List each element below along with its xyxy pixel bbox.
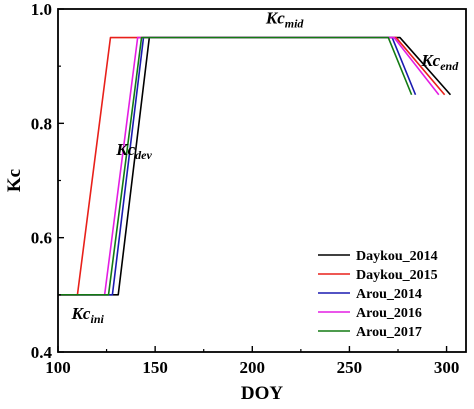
legend-label-5: Arou_2017 (356, 325, 422, 340)
x-tick-label: 100 (45, 358, 71, 377)
y-tick-label: 0.6 (31, 229, 52, 248)
annotation-kc-ini: Kcini (71, 304, 105, 326)
y-tick-label: 0.4 (31, 343, 53, 362)
annotation-kc-mid: Kcmid (265, 8, 305, 30)
x-tick-label: 150 (142, 358, 168, 377)
legend-label-2: Daykou_2015 (356, 268, 438, 283)
series-layer (58, 36, 452, 296)
legend-label-3: Arou_2014 (356, 287, 422, 302)
legend-label-4: Arou_2016 (356, 306, 422, 321)
annotation-kc-dev: Kcdev (115, 140, 152, 162)
x-tick-label: 200 (240, 358, 266, 377)
annotation-layer: Kcmid Kcend Kcdev Kcini (71, 8, 460, 326)
x-tick-label: 250 (337, 358, 363, 377)
annotation-kc-end: Kcend (420, 51, 459, 73)
x-tick-label: 300 (434, 358, 460, 377)
tick-layer: 100 150 200 250 300 0.4 0.6 0.8 1.0 (31, 0, 460, 377)
series-line-5 (58, 36, 413, 296)
y-tick-label: 0.8 (31, 114, 52, 133)
legend-label-1: Daykou_2014 (356, 249, 438, 264)
y-tick-label: 1.0 (31, 0, 52, 19)
y-axis-title: Kc (4, 169, 25, 192)
legend: Daykou_2014 Daykou_2015 Arou_2014 Arou_2016… (318, 249, 438, 340)
x-axis-title: DOY (241, 383, 284, 404)
